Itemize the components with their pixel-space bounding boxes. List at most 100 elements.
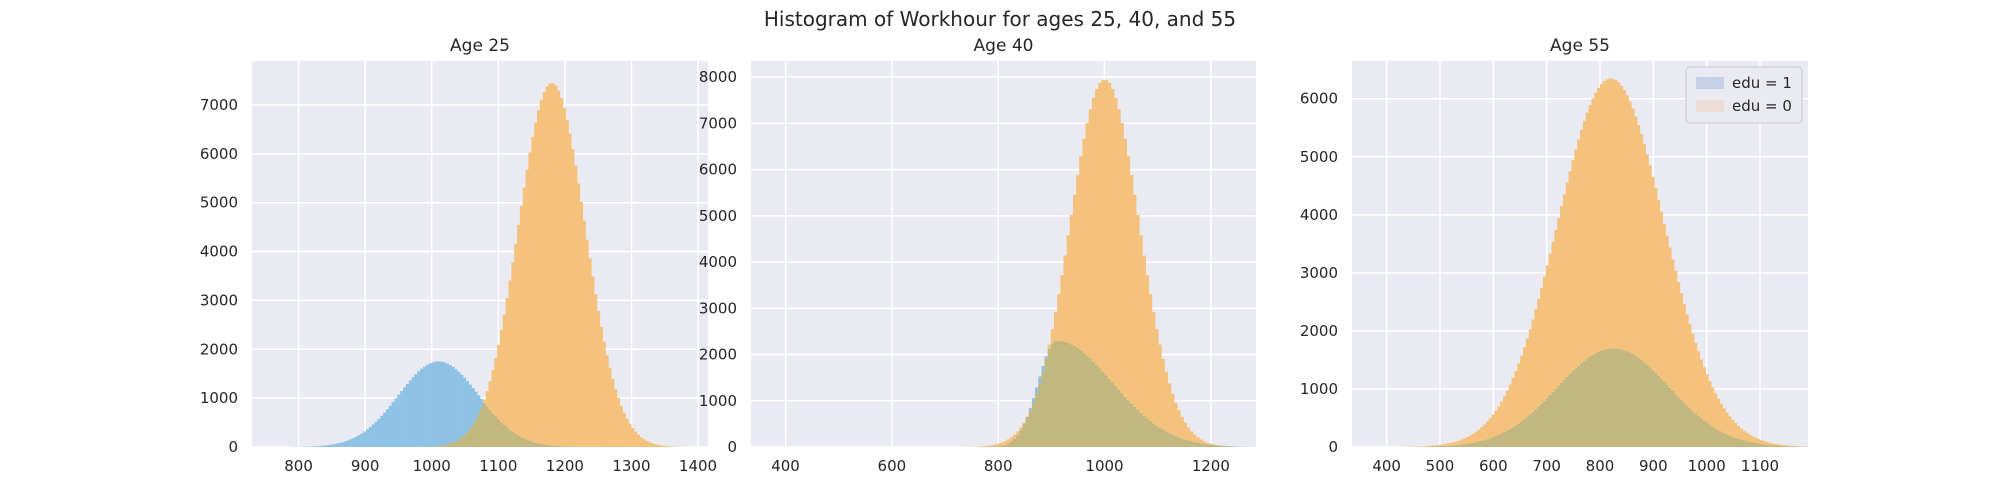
histogram-bin-edu0 (1725, 412, 1729, 435)
histogram-bin-edu0 (1101, 79, 1105, 372)
histogram-bin-edu0 (1460, 439, 1464, 445)
histogram-bin-edu0 (565, 119, 569, 447)
histogram-bin-edu0 (522, 187, 526, 439)
histogram-bin-edu0 (548, 83, 552, 446)
histogram-bin-overlap (1699, 418, 1703, 447)
histogram-bin-edu1 (423, 366, 427, 447)
histogram-bin-edu1 (457, 371, 461, 440)
histogram-bin-edu0 (1161, 358, 1165, 430)
histogram-bin-edu0 (625, 418, 629, 447)
histogram-bin-edu0 (1186, 427, 1191, 441)
histogram-bin-overlap (1088, 358, 1093, 447)
histogram-bin-edu0 (978, 446, 982, 447)
histogram-bin-overlap (445, 444, 450, 447)
histogram-bin-edu0 (514, 243, 518, 434)
x-tick-label: 1100 (479, 457, 517, 475)
histogram-bin-overlap (1003, 444, 1008, 447)
x-tick-label: 400 (1372, 457, 1401, 475)
histogram-bin-overlap (1628, 352, 1632, 447)
histogram-bin-overlap (1164, 431, 1169, 447)
histogram-bin-overlap (1705, 422, 1709, 447)
histogram-bin-overlap (1565, 376, 1569, 447)
histogram-bin-edu0 (599, 326, 603, 447)
histogram-bin-overlap (505, 427, 509, 447)
histogram-bin-edu0 (1591, 98, 1595, 355)
histogram-bin-edu0 (1656, 199, 1661, 376)
histogram-bin-edu0 (605, 355, 609, 447)
histogram-bin-edu0 (1671, 259, 1675, 391)
histogram-bin-edu1 (448, 365, 452, 444)
histogram-bin-overlap (1511, 427, 1515, 447)
histogram-bin-edu0 (1674, 270, 1678, 394)
x-tick-label: 900 (1639, 457, 1668, 475)
histogram-bin-overlap (1523, 419, 1527, 447)
histogram-bin-edu0 (1448, 442, 1453, 446)
x-tick-label: 1000 (1085, 457, 1123, 475)
histogram-bin-edu0 (1548, 253, 1552, 395)
histogram-bin-edu0 (1719, 403, 1723, 432)
histogram-bin-edu1 (414, 374, 418, 447)
histogram-bin-edu0 (582, 220, 586, 447)
histogram-bin-overlap (454, 441, 458, 447)
histogram-bin-overlap (1434, 446, 1438, 447)
histogram-bin-edu0 (631, 428, 635, 447)
histogram-bin-edu0 (1768, 442, 1772, 445)
histogram-bin-edu1 (309, 446, 313, 447)
histogram-bin-edu0 (1003, 441, 1008, 445)
histogram-bin-edu0 (1785, 445, 1789, 447)
histogram-bin-edu0 (1614, 80, 1618, 349)
histogram-bin-overlap (539, 443, 544, 447)
histogram-bin-overlap (1614, 348, 1618, 447)
panel-title: Age 25 (450, 36, 510, 56)
plot-area (252, 61, 708, 447)
histogram-bin-edu0 (1177, 410, 1181, 438)
histogram-bin-edu0 (556, 90, 561, 447)
histogram-bin-overlap (551, 445, 555, 447)
histogram-bin-overlap (1665, 384, 1669, 447)
histogram-bin-edu0 (1437, 444, 1441, 447)
histogram-bin-edu0 (1765, 441, 1769, 445)
histogram-bin-overlap (1756, 443, 1760, 447)
histogram-bin-overlap (1659, 378, 1664, 447)
y-tick-label: 0 (727, 438, 737, 456)
histogram-bin-edu0 (537, 110, 541, 444)
histogram-bin-overlap (1085, 355, 1090, 447)
histogram-bin-edu0 (1611, 78, 1615, 349)
histogram-bin-edu0 (1659, 211, 1664, 379)
histogram-bin-edu1 (1028, 407, 1033, 411)
histogram-bin-edu0 (1466, 436, 1470, 444)
histogram-bin-overlap (1716, 429, 1721, 447)
histogram-bin-overlap (1639, 359, 1644, 447)
histogram-bin-edu0 (1019, 427, 1023, 431)
histogram-bin-overlap (1186, 440, 1191, 447)
histogram-bin-overlap (1072, 345, 1077, 447)
histogram-bin-overlap (1151, 423, 1156, 447)
histogram-bin-overlap (528, 440, 532, 447)
histogram-bin-edu0 (1574, 149, 1578, 369)
histogram-bin-edu0 (1733, 422, 1738, 438)
histogram-bin-edu0 (656, 444, 660, 447)
histogram-bin-overlap (511, 431, 515, 447)
histogram-bin-overlap (474, 419, 478, 447)
histogram-bin-overlap (559, 446, 564, 447)
y-tick-label: 7000 (699, 114, 737, 132)
histogram-bin-overlap (522, 438, 526, 447)
y-tick-label: 6000 (699, 161, 737, 179)
figure-suptitle: Histogram of Workhour for ages 25, 40, a… (764, 7, 1236, 31)
histogram-bin-edu0 (1132, 194, 1137, 407)
histogram-bin-edu0 (1565, 182, 1569, 377)
histogram-bin-edu0 (1554, 229, 1558, 389)
histogram-bin-edu0 (1597, 87, 1601, 352)
histogram-bin-overlap (494, 416, 498, 447)
histogram-bin-edu0 (1753, 437, 1758, 444)
histogram-bin-edu0 (1702, 367, 1706, 421)
histogram-bin-edu0 (1129, 175, 1134, 404)
histogram-bin-overlap (1782, 446, 1786, 447)
histogram-bin-overlap (508, 429, 512, 447)
histogram-bin-edu1 (417, 371, 421, 447)
histogram-bin-edu0 (1759, 440, 1763, 444)
histogram-bin-overlap (548, 445, 552, 447)
histogram-bin-overlap (1768, 444, 1772, 447)
histogram-bin-edu0 (1722, 408, 1726, 433)
histogram-bin-edu0 (1139, 235, 1143, 413)
